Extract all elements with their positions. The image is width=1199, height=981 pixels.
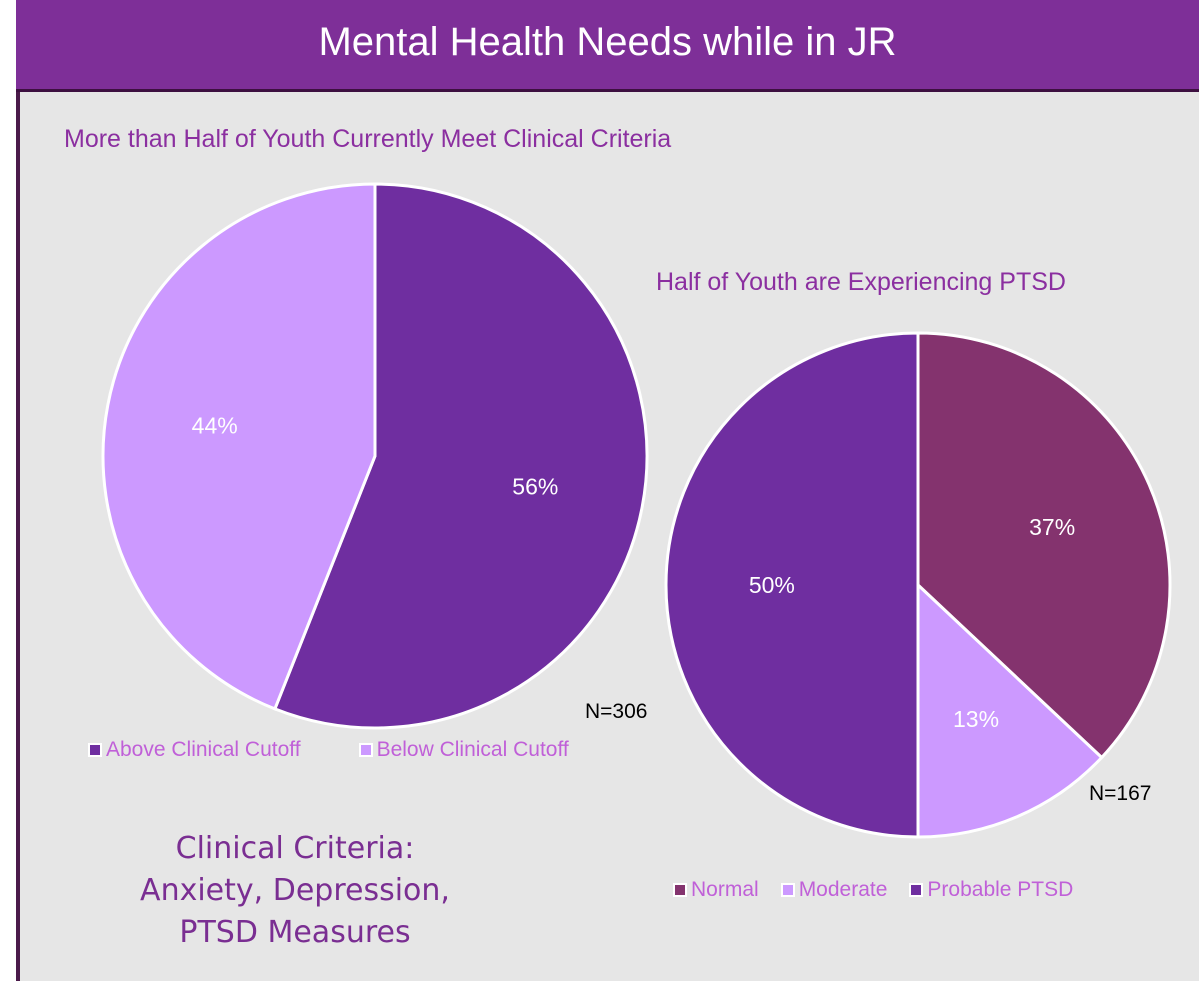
chart-2-title: Half of Youth are Experiencing PTSD xyxy=(656,268,1066,296)
chart-2-n-label: N=167 xyxy=(1089,782,1152,805)
pie-data-label: 13% xyxy=(953,706,999,732)
legend-label: Normal xyxy=(691,878,759,901)
chart-2-legend: Normal Moderate Probable PTSD xyxy=(673,878,1095,902)
legend-label: Probable PTSD xyxy=(927,878,1074,901)
pie-slice-probable-ptsd xyxy=(664,331,920,839)
pie-slice-moderate xyxy=(916,581,1104,839)
legend-swatch xyxy=(88,743,102,757)
legend-item-below-clinical-cutoff: Below Clinical Cutoff xyxy=(358,738,569,762)
note-line: PTSD Measures xyxy=(179,915,411,950)
legend-swatch xyxy=(673,883,687,897)
legend-item-probable-ptsd: Probable PTSD xyxy=(909,878,1073,902)
legend-swatch xyxy=(358,743,373,757)
legend-item-normal: Normal xyxy=(673,878,759,902)
pie-slice-normal xyxy=(916,331,1172,760)
chart-1-n-label: N=306 xyxy=(585,700,648,723)
legend-item-above-clinical-cutoff: Above Clinical Cutoff xyxy=(88,738,301,762)
legend-item-moderate: Moderate xyxy=(780,878,888,902)
note-line: Clinical Criteria: xyxy=(175,831,415,866)
pie-slice-below-clinical-cutoff xyxy=(101,182,377,711)
pie-slice-above-clinical-cutoff xyxy=(272,182,649,730)
pie-data-label: 44% xyxy=(192,412,238,438)
pie-data-label: 50% xyxy=(749,572,795,598)
slide-title: Mental Health Needs while in JR xyxy=(318,20,897,64)
chart-1-title: More than Half of Youth Currently Meet C… xyxy=(64,125,672,153)
legend-label: Above Clinical Cutoff xyxy=(106,738,301,761)
note-line: Anxiety, Depression, xyxy=(140,873,450,908)
chart-1-legend: Above Clinical Cutoff Below Clinical Cut… xyxy=(88,738,591,762)
legend-swatch xyxy=(780,883,795,897)
legend-swatch xyxy=(909,883,924,897)
legend-label: Moderate xyxy=(798,878,888,901)
title-bar: Mental Health Needs while in JR xyxy=(16,0,1199,92)
legend-label: Below Clinical Cutoff xyxy=(376,738,569,761)
clinical-criteria-note: Clinical Criteria: Anxiety, Depression, … xyxy=(100,828,490,954)
pie-data-label: 56% xyxy=(512,474,558,500)
pie-data-label: 37% xyxy=(1029,514,1075,540)
